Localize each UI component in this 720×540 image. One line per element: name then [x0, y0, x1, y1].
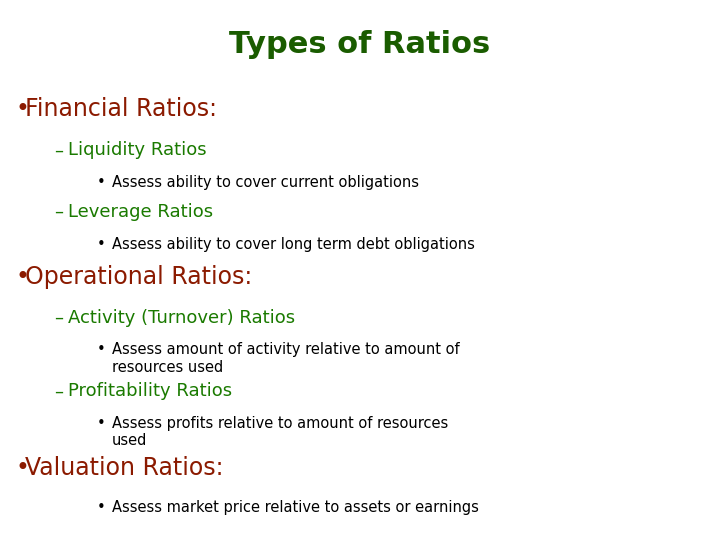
Text: Assess profits relative to amount of resources
used: Assess profits relative to amount of res… — [112, 416, 448, 448]
Text: •: • — [97, 175, 106, 190]
Text: •: • — [97, 500, 106, 515]
Text: Financial Ratios:: Financial Ratios: — [25, 97, 217, 121]
Text: Assess ability to cover long term debt obligations: Assess ability to cover long term debt o… — [112, 237, 474, 252]
Text: Activity (Turnover) Ratios: Activity (Turnover) Ratios — [68, 309, 295, 327]
Text: Assess ability to cover current obligations: Assess ability to cover current obligati… — [112, 175, 418, 190]
Text: •: • — [16, 456, 30, 480]
Text: Valuation Ratios:: Valuation Ratios: — [25, 456, 224, 480]
Text: –: – — [54, 309, 63, 327]
Text: –: – — [54, 203, 63, 221]
Text: –: – — [54, 382, 63, 400]
Text: •: • — [97, 416, 106, 431]
Text: Operational Ratios:: Operational Ratios: — [25, 265, 253, 288]
Text: Assess market price relative to assets or earnings: Assess market price relative to assets o… — [112, 500, 479, 515]
Text: •: • — [16, 265, 30, 288]
Text: •: • — [97, 342, 106, 357]
Text: Assess amount of activity relative to amount of
resources used: Assess amount of activity relative to am… — [112, 342, 459, 375]
Text: –: – — [54, 141, 63, 159]
Text: •: • — [16, 97, 30, 121]
Text: •: • — [97, 237, 106, 252]
Text: Types of Ratios: Types of Ratios — [230, 30, 490, 59]
Text: Leverage Ratios: Leverage Ratios — [68, 203, 214, 221]
Text: Profitability Ratios: Profitability Ratios — [68, 382, 233, 400]
Text: Liquidity Ratios: Liquidity Ratios — [68, 141, 207, 159]
